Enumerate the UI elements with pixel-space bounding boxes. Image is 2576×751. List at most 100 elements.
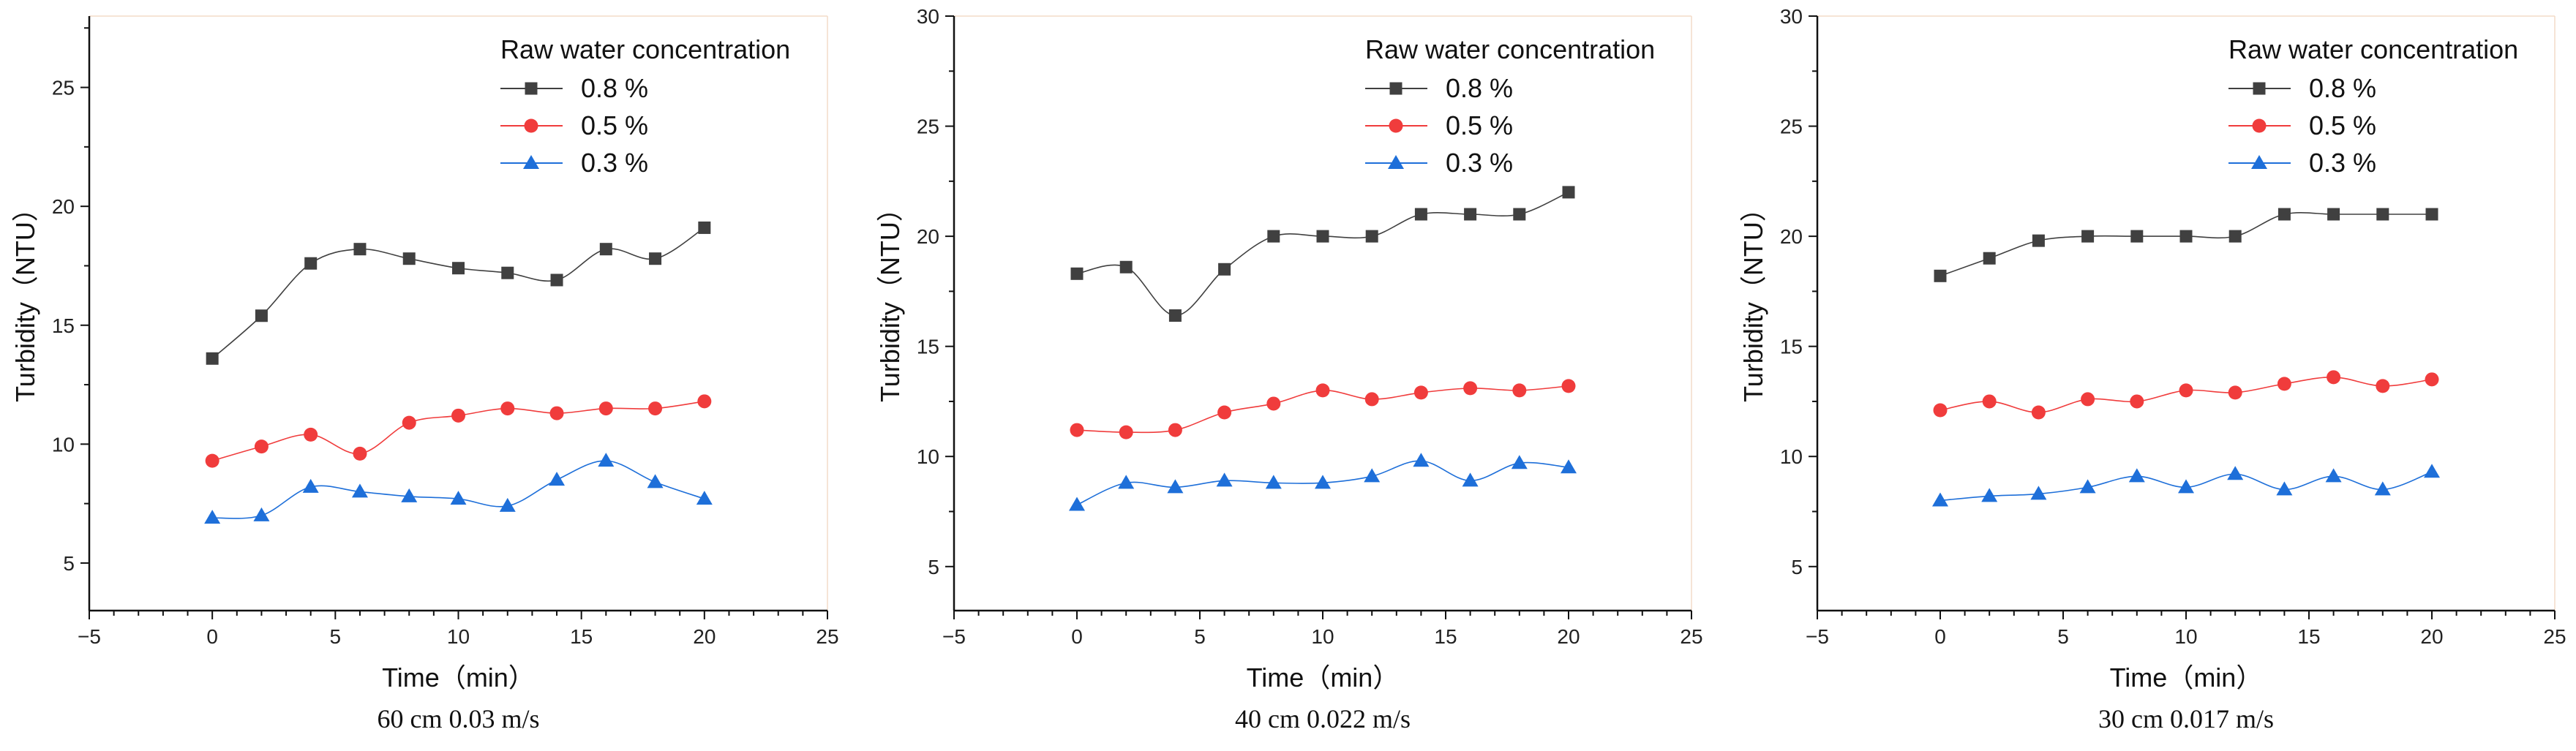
x-tick-label: 5 (1194, 625, 1206, 648)
data-point (205, 453, 219, 468)
data-point (402, 415, 416, 430)
x-tick-label: 25 (2543, 625, 2566, 648)
data-point (1933, 403, 1948, 418)
data-point (1266, 396, 1281, 411)
legend-marker (523, 155, 539, 169)
y-tick-label: 10 (52, 433, 75, 456)
legend-marker (2253, 82, 2266, 95)
legend-label: 0.3 % (581, 148, 648, 178)
y-tick-label: 10 (1780, 445, 1803, 468)
data-point (1315, 383, 1330, 398)
y-tick-label: 5 (63, 552, 75, 575)
y-axis-label: Turbidity（NTU） (875, 195, 905, 402)
data-point (1562, 186, 1575, 199)
data-point (2227, 466, 2244, 480)
series-1 (206, 221, 711, 365)
data-point (598, 453, 615, 467)
x-tick-label: −5 (942, 625, 966, 648)
legend-label: 0.5 % (2309, 110, 2376, 140)
x-tick-label: −5 (1806, 625, 1829, 648)
y-tick-label: 20 (917, 225, 939, 248)
data-point (206, 352, 219, 365)
y-tick-label: 30 (917, 5, 939, 28)
data-point (2228, 230, 2242, 243)
y-tick-label: 10 (917, 445, 939, 468)
data-point (1218, 263, 1231, 276)
y-tick-label: 5 (1791, 556, 1803, 578)
series-2 (205, 394, 712, 468)
y-tick-label: 15 (1780, 336, 1803, 358)
data-point (353, 243, 367, 256)
y-tick-label: 25 (52, 77, 75, 99)
data-point (2425, 208, 2438, 221)
data-point (1511, 455, 1528, 469)
data-point (1364, 468, 1381, 483)
data-point (1512, 383, 1527, 398)
data-point (1561, 459, 1577, 474)
data-point (253, 507, 270, 521)
x-tick-label: 5 (2057, 625, 2069, 648)
x-tick-label: −5 (78, 625, 101, 648)
chart-caption: 60 cm 0.03 m/s (378, 704, 540, 733)
data-point (2179, 230, 2193, 243)
series-1 (1070, 186, 1575, 322)
x-tick-label: 10 (2174, 625, 2197, 648)
data-point (402, 252, 416, 265)
y-tick-label: 20 (52, 195, 75, 218)
x-tick-label: 25 (1680, 625, 1702, 648)
y-tick-label: 25 (917, 116, 939, 138)
data-point (1464, 208, 1477, 221)
y-tick-label: 5 (928, 556, 939, 578)
data-point (1934, 269, 1947, 282)
data-point (1267, 230, 1280, 243)
data-point (450, 491, 467, 505)
data-point (1982, 394, 1997, 409)
data-point (255, 309, 268, 322)
data-point (2376, 208, 2389, 221)
x-tick-label: 20 (1557, 625, 1580, 648)
series-line (1939, 211, 2432, 277)
data-point (2327, 370, 2341, 385)
legend-marker (1389, 82, 1402, 95)
legend-marker (2251, 155, 2267, 169)
data-point (1168, 423, 1182, 437)
data-point (304, 257, 318, 270)
data-point (353, 446, 367, 461)
chart-panel-1: −5 0 5 10 15 20 25 5 10 15 20 25 Time（min） 60 cm 0.03… (10, 15, 839, 733)
data-point (550, 273, 563, 287)
data-point (1462, 472, 1479, 487)
x-tick-label: 5 (330, 625, 342, 648)
data-point (1513, 208, 1526, 221)
x-tick-label: 20 (693, 625, 716, 648)
data-point (2081, 230, 2095, 243)
y-tick-label: 15 (52, 314, 75, 337)
x-tick-label: 15 (2297, 625, 2320, 648)
data-point (1119, 260, 1133, 273)
x-axis-label: Time（min） (1247, 663, 1400, 692)
data-point (452, 262, 465, 275)
series-2 (1070, 379, 1576, 439)
chart-panel-2: −5 0 5 10 15 20 25 5 10 15 20 25 30 Time（min） 40 cm 0.… (875, 5, 1703, 733)
data-point (1265, 475, 1282, 489)
chart-panel-3: −5 0 5 10 15 20 25 5 10 15 20 25 30 Time（min） 30 cm 0.… (1738, 5, 2566, 733)
data-point (2032, 234, 2045, 247)
data-point (1932, 492, 1948, 507)
legend-label: 0.8 % (1446, 73, 1513, 103)
data-point (1413, 385, 1428, 400)
data-point (1217, 405, 1232, 420)
series-2 (1933, 370, 2439, 420)
data-point (2278, 208, 2291, 221)
x-tick-label: 15 (570, 625, 593, 648)
data-point (204, 510, 221, 524)
chart-caption: 40 cm 0.022 m/s (1235, 704, 1411, 733)
data-point (598, 401, 613, 416)
series-line (212, 460, 705, 519)
data-point (1069, 497, 1085, 511)
series-line (211, 227, 705, 359)
y-tick-label: 15 (917, 336, 939, 358)
data-point (304, 427, 318, 442)
data-point (451, 408, 465, 423)
data-point (302, 478, 319, 493)
data-point (1118, 475, 1135, 489)
legend-marker (1389, 118, 1403, 133)
